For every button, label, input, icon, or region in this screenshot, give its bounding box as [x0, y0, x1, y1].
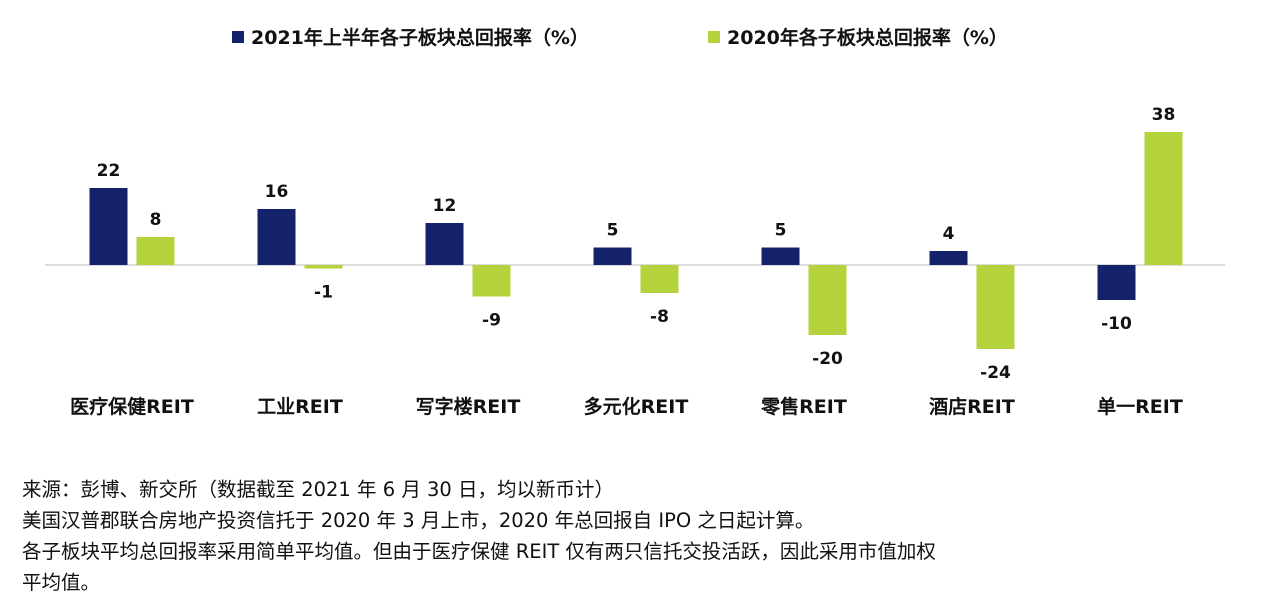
value-label-fy-2020-7: 38: [1152, 105, 1176, 125]
value-label-h1-2021-1: 22: [97, 161, 121, 181]
category-label-7: 单一REIT: [1097, 395, 1183, 418]
bar-h1-2021-6: [929, 251, 968, 265]
category-label-6: 酒店REIT: [929, 395, 1015, 418]
bar-fy-2020-6: [976, 265, 1015, 349]
value-label-h1-2021-6: 4: [943, 224, 955, 244]
value-label-fy-2020-2: -1: [314, 283, 333, 303]
bar-h1-2021-3: [425, 223, 464, 265]
category-label-3: 写字楼REIT: [416, 395, 521, 418]
value-label-h1-2021-2: 16: [265, 182, 289, 202]
value-label-fy-2020-4: -8: [650, 307, 669, 327]
bar-h1-2021-5: [761, 247, 800, 265]
bar-fy-2020-2: [304, 265, 343, 269]
bar-fy-2020-3: [472, 265, 511, 297]
category-label-2: 工业REIT: [257, 396, 343, 418]
chart-legend: 2021年上半年各子板块总回报率（%） 2020年各子板块总回报率（%）: [232, 26, 1008, 49]
value-label-fy-2020-6: -24: [980, 363, 1011, 383]
bar-h1-2021-2: [257, 209, 296, 265]
legend-label-2: 2020年各子板块总回报率（%）: [727, 26, 1008, 49]
value-label-h1-2021-5: 5: [775, 221, 787, 241]
value-label-fy-2020-3: -9: [482, 311, 501, 331]
bar-h1-2021-7: [1097, 265, 1136, 300]
value-label-fy-2020-5: -20: [812, 349, 843, 369]
category-labels-layer: 医疗保健REIT 工业REIT 写字楼REIT 多元化REIT 零售REIT 酒店REIT…: [70, 395, 1183, 418]
value-labels-layer: 22 8 16 -1 12 -9 5 -8 5 -20 4 -24 -10 38: [97, 105, 1176, 383]
value-label-h1-2021-4: 5: [607, 221, 619, 241]
legend-swatch-2: [708, 31, 720, 43]
footnote-average-method-cont: 平均值。: [22, 571, 101, 594]
footnote-source: 来源：彭博、新交所（数据截至 2021 年 6 月 30 日，均以新币计）: [22, 478, 615, 501]
bars-layer: [89, 132, 1183, 349]
value-label-h1-2021-3: 12: [433, 196, 457, 216]
bar-h1-2021-1: [89, 188, 128, 265]
legend-swatch-1: [232, 31, 244, 43]
bar-fy-2020-4: [640, 265, 679, 293]
bar-fy-2020-1: [136, 237, 175, 265]
value-label-fy-2020-1: 8: [150, 210, 162, 230]
category-label-1: 医疗保健REIT: [70, 395, 194, 418]
chart-footnotes: 来源：彭博、新交所（数据截至 2021 年 6 月 30 日，均以新币计） 美国…: [22, 474, 1262, 598]
value-label-h1-2021-7: -10: [1101, 314, 1132, 334]
bar-h1-2021-4: [593, 247, 632, 265]
footnote-average-method: 各子板块平均总回报率采用简单平均值。但由于医疗保健 REIT 仅有两只信托交投活…: [22, 540, 936, 563]
legend-label-1: 2021年上半年各子板块总回报率（%）: [251, 26, 589, 49]
footnote-ipo: 美国汉普郡联合房地产投资信托于 2020 年 3 月上市，2020 年总回报自 …: [22, 509, 815, 532]
category-label-4: 多元化REIT: [584, 395, 689, 418]
bar-fy-2020-5: [808, 265, 847, 335]
category-label-5: 零售REIT: [760, 395, 847, 418]
bar-fy-2020-7: [1144, 132, 1183, 265]
bar-chart: 2021年上半年各子板块总回报率（%） 2020年各子板块总回报率（%） 22 8 1…: [45, 26, 1225, 418]
